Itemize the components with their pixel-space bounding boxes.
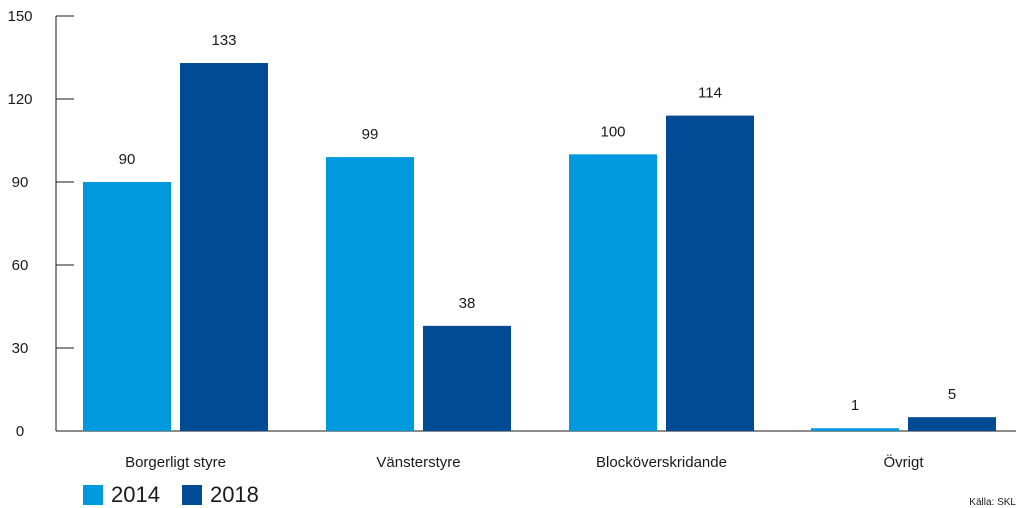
legend-item-2014: 2014 bbox=[83, 484, 160, 506]
bar-2014-1 bbox=[326, 157, 414, 431]
y-tick-label-150: 150 bbox=[7, 8, 32, 25]
legend-item-2018: 2018 bbox=[181, 482, 259, 507]
bar-2014-2 bbox=[569, 154, 657, 432]
bar-2014-3 bbox=[811, 428, 899, 431]
bar-2014-0 bbox=[83, 182, 171, 431]
legend-swatch-2018 bbox=[181, 485, 202, 505]
category-label-0: Borgerligt styre bbox=[125, 454, 226, 471]
legend-swatch-2014 bbox=[83, 485, 103, 505]
category-label-3: Övrigt bbox=[883, 453, 924, 471]
data-label-2018-2: 114 bbox=[698, 85, 722, 102]
data-label-2014-2: 100 bbox=[600, 123, 625, 140]
data-label-2014-1: 99 bbox=[362, 126, 379, 143]
y-tick-label-60: 60 bbox=[12, 257, 29, 274]
y-tick-label-90: 90 bbox=[12, 174, 29, 191]
bar-2018-1 bbox=[423, 325, 511, 431]
y-tick-label-120: 120 bbox=[7, 91, 32, 108]
source-note: Källa: SKL bbox=[969, 497, 1016, 508]
legend: 2014 2018 bbox=[83, 484, 281, 506]
bars bbox=[83, 63, 996, 432]
labels: 90 133 Borgerligt styre 99 38 Vänsterstyre 100… bbox=[119, 32, 957, 471]
bar-2018-3 bbox=[908, 417, 996, 431]
category-label-1: Vänsterstyre bbox=[376, 454, 460, 471]
bar-2018-2 bbox=[666, 115, 754, 431]
bar-2018-0 bbox=[180, 63, 268, 432]
bar-chart: 0 30 60 90 120 150 90 133 Borgerligt styre 99 38 V… bbox=[7, 8, 1016, 471]
data-label-2018-3: 5 bbox=[948, 386, 956, 403]
data-label-2018-1: 38 bbox=[459, 295, 476, 312]
y-tick-label-0: 0 bbox=[16, 423, 24, 440]
data-label-2018-0: 133 bbox=[211, 32, 236, 49]
y-tick-label-30: 30 bbox=[12, 340, 29, 357]
legend-label-2014: 2014 bbox=[111, 482, 160, 507]
category-label-2: Blocköverskridande bbox=[596, 454, 727, 471]
legend-label-2018: 2018 bbox=[209, 482, 259, 507]
data-label-2014-0: 90 bbox=[119, 151, 136, 168]
data-label-2014-3: 1 bbox=[851, 397, 859, 414]
